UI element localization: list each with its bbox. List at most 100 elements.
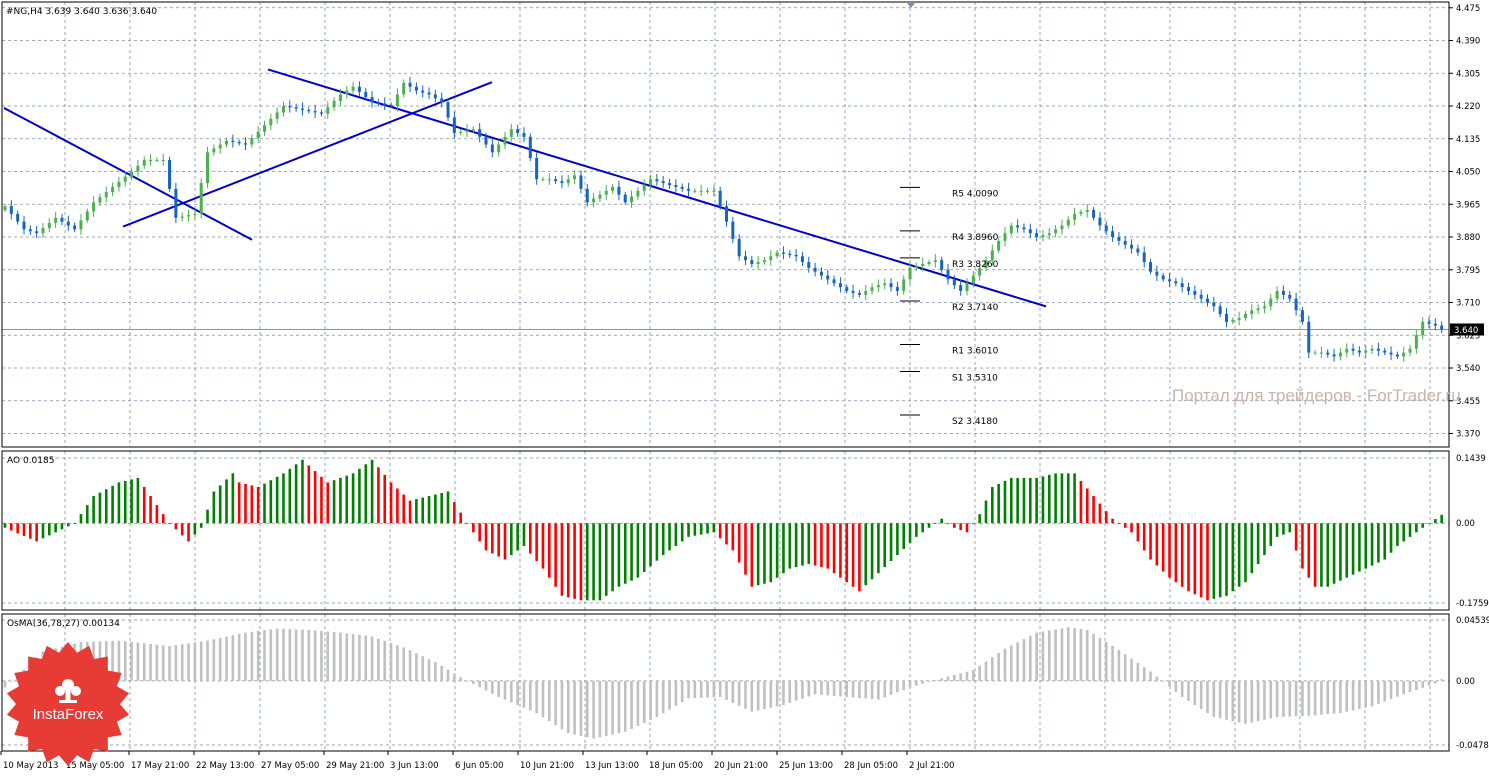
ao-bar [529, 523, 532, 554]
ao-bar [889, 523, 893, 562]
ao-bar [674, 523, 678, 546]
osma-bar [123, 641, 127, 681]
candle-body [351, 86, 355, 91]
chart-grid [2, 2, 1449, 751]
candle-body [440, 98, 444, 103]
candle-body [731, 221, 735, 239]
ao-bar [1022, 477, 1026, 524]
ao-bar [541, 523, 545, 569]
ao-bar [206, 509, 209, 524]
osma-bar [1180, 680, 1184, 697]
panel-border [1, 1, 1450, 448]
ao-bar [491, 523, 494, 554]
osma-bar [465, 680, 469, 682]
trend-line[interactable] [122, 81, 493, 228]
candle-body [1345, 348, 1349, 353]
ao-bar [1047, 474, 1051, 524]
candle-body [256, 131, 260, 139]
ao-bar [1421, 523, 1424, 528]
ao-bar [1358, 523, 1361, 572]
candle-body [1351, 348, 1355, 351]
ao-bar [161, 514, 165, 524]
candle-body [1357, 350, 1361, 353]
candle-body [54, 217, 58, 223]
osma-bar [1047, 630, 1051, 681]
ao-bar [788, 523, 792, 569]
candle-body [262, 125, 266, 132]
ao-bar [896, 523, 899, 555]
osma-bar [750, 680, 754, 712]
ao-bar [1427, 523, 1431, 525]
candle-body [1130, 244, 1134, 249]
candle-body [1389, 352, 1393, 355]
price-axis-label: 3.795 [1456, 266, 1480, 276]
candle-body [433, 94, 437, 99]
osma-panel-title: OsMA(36,78,27) 0.00134 [7, 619, 120, 629]
candle-body [459, 131, 463, 133]
osma-bar [503, 680, 507, 700]
osma-bar [984, 661, 988, 681]
shift-marker-icon[interactable] [906, 2, 916, 8]
ao-bar [579, 523, 583, 601]
ao-bar [1244, 523, 1247, 583]
candle-body [111, 186, 115, 193]
ao-bar [1364, 523, 1368, 569]
ao-bar [1313, 523, 1317, 587]
osma-bar [541, 680, 545, 718]
candle-body [497, 144, 501, 153]
ao-axis-label: 0.1439 [1456, 454, 1486, 464]
osma-bar [718, 680, 722, 697]
candle-body [237, 141, 241, 144]
ao-bar [1180, 523, 1184, 587]
ao-bar [763, 523, 766, 584]
candle-body [1370, 348, 1374, 351]
osma-bar [737, 680, 741, 706]
osma-bar [1427, 680, 1431, 686]
ao-bar [320, 476, 323, 524]
ao-bar [775, 523, 779, 578]
ao-bar [288, 468, 292, 524]
candle-body [1187, 287, 1191, 291]
ao-bar [636, 523, 640, 578]
osma-axis-label: 0.04539 [1456, 616, 1489, 626]
osma-bar [250, 631, 254, 681]
ao-bar [307, 465, 311, 524]
candle-body [1427, 321, 1431, 324]
trend-line[interactable] [3, 107, 253, 241]
time-axis-label: 18 Jun 05:00 [649, 761, 703, 771]
panel-border [1, 613, 1450, 752]
osma-bar [731, 680, 735, 703]
osma-bar [1408, 680, 1412, 693]
candle-body [1402, 352, 1406, 357]
trend-lines[interactable] [3, 68, 1047, 308]
osma-bar [1307, 680, 1311, 716]
candle-body [471, 129, 475, 131]
ao-bar [446, 491, 450, 524]
ao-bar [1142, 523, 1146, 551]
ao-bar [965, 523, 969, 533]
pivot-level-label: S1 3.5310 [952, 373, 998, 383]
osma-bar [1282, 680, 1285, 717]
candle-body [636, 190, 640, 197]
candle-body [1338, 352, 1342, 357]
candle-body [345, 90, 349, 95]
osma-bar [130, 641, 133, 681]
candle-body [218, 144, 222, 149]
candle-body [737, 238, 741, 257]
ao-bar [851, 523, 855, 587]
ao-bar [953, 523, 956, 528]
ao-bar [48, 523, 51, 536]
osma-bar [313, 630, 317, 681]
osma-bar [269, 629, 273, 681]
osma-bar [554, 680, 557, 726]
osma-bar [965, 671, 969, 681]
osma-bar [706, 680, 709, 698]
ao-bar [611, 523, 614, 592]
ao-bar [1256, 523, 1260, 565]
osma-bar [1003, 648, 1007, 681]
candle-body [1262, 306, 1266, 309]
candle-body [965, 283, 969, 291]
osma-bar [1339, 680, 1342, 714]
candle-body [1035, 233, 1039, 238]
